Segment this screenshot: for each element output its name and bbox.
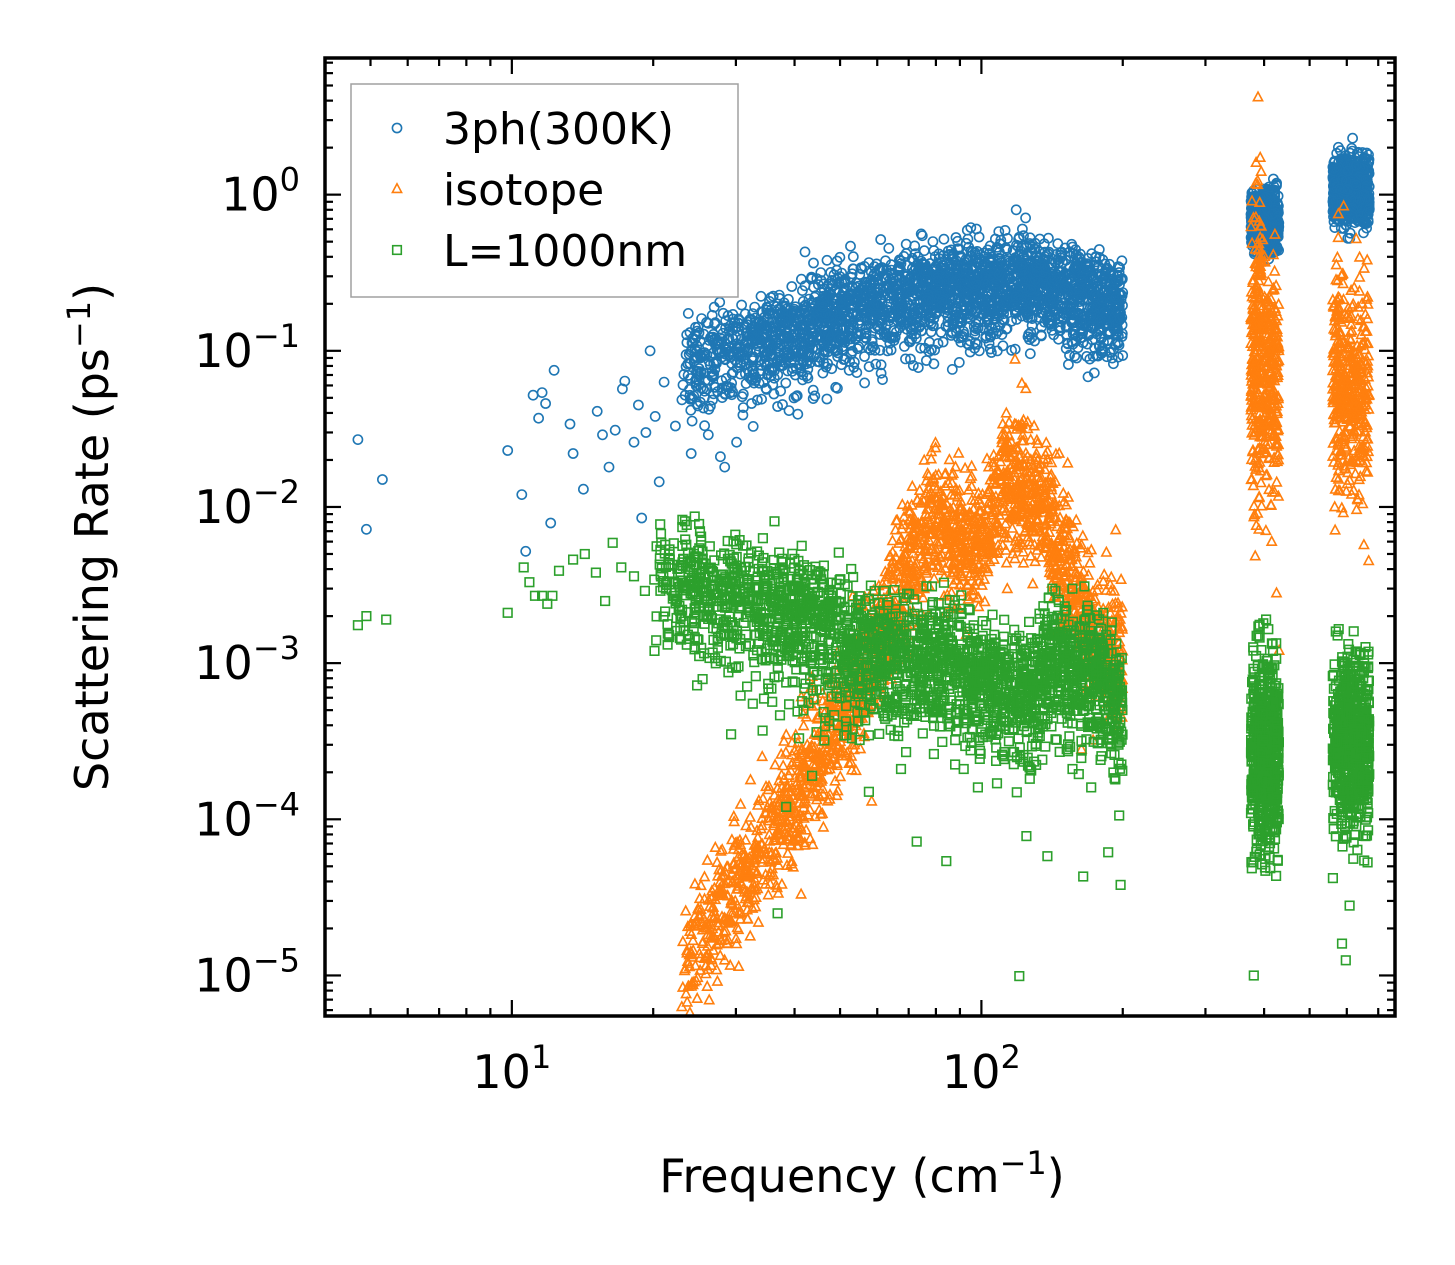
series-0-point bbox=[780, 377, 792, 389]
series-0-point bbox=[809, 390, 821, 402]
series-0-point bbox=[972, 256, 983, 268]
series-0-point bbox=[1071, 352, 1082, 364]
series-0-point bbox=[1011, 313, 1022, 325]
series-0-point bbox=[971, 302, 982, 314]
series-0-point bbox=[756, 393, 767, 405]
series-0-point bbox=[724, 387, 736, 399]
series-0-point bbox=[1099, 258, 1111, 270]
series-0-point bbox=[883, 242, 895, 254]
series-0-point bbox=[1096, 348, 1107, 359]
series-0-point bbox=[774, 292, 785, 304]
series-0-point bbox=[737, 409, 749, 421]
series-0-point bbox=[1117, 350, 1129, 361]
series-0-point bbox=[847, 251, 859, 263]
series-0-point bbox=[773, 289, 785, 301]
series-0-point bbox=[755, 290, 767, 302]
series-0-point bbox=[811, 356, 823, 367]
series-0-point bbox=[852, 343, 863, 355]
series-0-point bbox=[859, 377, 870, 389]
series-0-point bbox=[875, 234, 887, 245]
series-0-point bbox=[747, 308, 759, 319]
series-0-point bbox=[912, 362, 924, 373]
series-0-point bbox=[754, 345, 765, 357]
series-0-point bbox=[776, 360, 787, 372]
series-0-point bbox=[777, 399, 788, 410]
series-0-point bbox=[709, 363, 721, 375]
series-0-point bbox=[831, 264, 843, 276]
series-0-point bbox=[792, 408, 804, 420]
series-0-point bbox=[1112, 261, 1124, 273]
series-0-point bbox=[928, 358, 940, 370]
series-0-point bbox=[818, 357, 829, 369]
series-0-point bbox=[877, 374, 888, 385]
series-0-point bbox=[915, 228, 927, 240]
series-0-point bbox=[723, 332, 735, 344]
series-0-point bbox=[994, 246, 1005, 258]
series-0-point bbox=[863, 361, 875, 373]
series-0-point bbox=[916, 230, 928, 242]
series-0-point bbox=[970, 337, 981, 349]
series-0-point bbox=[752, 340, 763, 352]
series-0-point bbox=[1024, 348, 1036, 360]
series-0-point bbox=[796, 273, 807, 285]
series-0-point bbox=[1067, 241, 1078, 253]
series-0-point bbox=[973, 317, 984, 328]
series-0-point bbox=[927, 236, 939, 247]
series-0-point bbox=[677, 379, 689, 391]
series-0-point bbox=[697, 383, 709, 394]
series-0-point bbox=[1082, 371, 1094, 383]
series-0-point bbox=[825, 266, 837, 278]
series-0-point bbox=[937, 336, 949, 348]
series-0-point bbox=[938, 233, 950, 245]
series-0-point bbox=[767, 379, 779, 391]
series-0-point bbox=[1018, 230, 1029, 242]
series-0-point bbox=[717, 307, 729, 319]
series-0-point bbox=[716, 392, 728, 403]
series-0-point bbox=[845, 240, 856, 252]
series-0-point bbox=[807, 384, 819, 396]
series-0-point bbox=[808, 257, 819, 269]
series-0-point bbox=[758, 346, 770, 357]
series-0-points bbox=[352, 132, 1375, 557]
series-0-point bbox=[961, 224, 973, 236]
series-0-point bbox=[1056, 266, 1067, 278]
series-0-point bbox=[1091, 350, 1102, 361]
series-0-point bbox=[925, 326, 937, 338]
series-0-point bbox=[750, 375, 761, 386]
data-points-layer bbox=[352, 90, 1376, 1016]
series-0-point bbox=[1060, 343, 1072, 354]
series-0-point bbox=[900, 353, 911, 365]
series-0-point bbox=[817, 367, 829, 379]
series-0-point bbox=[775, 385, 786, 397]
series-0-point bbox=[686, 415, 698, 427]
